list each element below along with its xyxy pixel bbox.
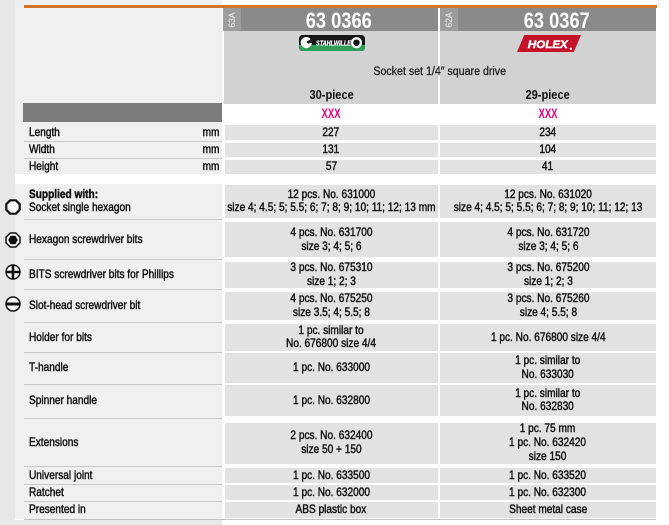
svg-text:HOLEX: HOLEX [528, 39, 569, 51]
svg-text:STAHLWILLE: STAHLWILLE [316, 38, 352, 47]
